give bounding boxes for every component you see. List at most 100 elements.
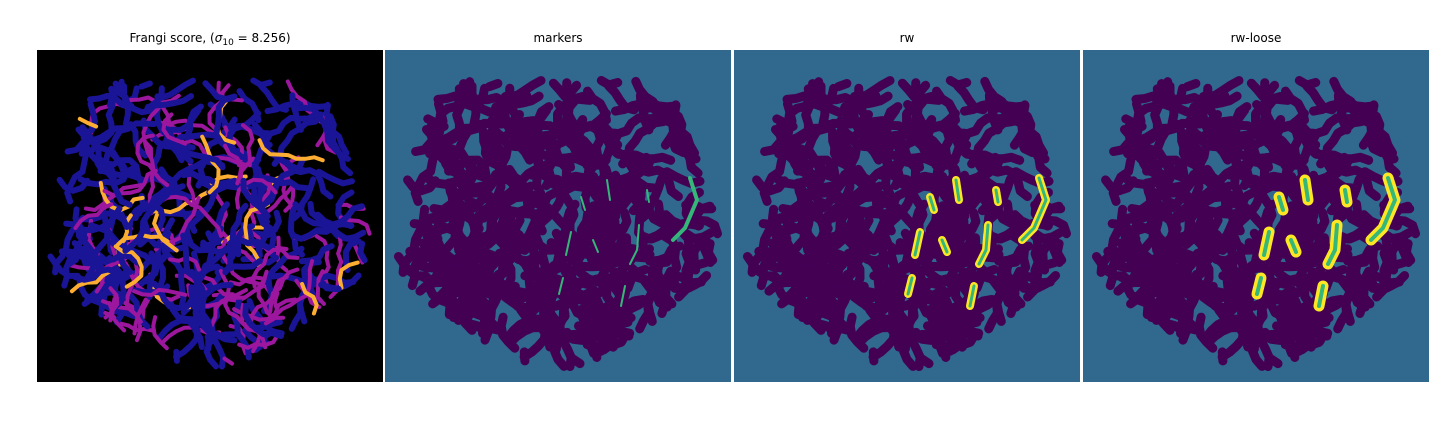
region-stroke xyxy=(596,76,623,90)
region-stroke xyxy=(636,219,704,244)
region-stroke xyxy=(1286,301,1332,341)
panel-title-frangi: Frangi score, (σ10 = 8.256) xyxy=(129,31,291,48)
region-stroke xyxy=(459,79,481,129)
markers-image xyxy=(385,50,731,382)
vessel-stroke xyxy=(234,177,278,210)
vessel-stroke xyxy=(64,140,86,155)
region-stroke xyxy=(1189,91,1242,112)
region-stroke xyxy=(1157,79,1179,129)
region-stroke xyxy=(767,199,813,233)
region-stroke xyxy=(1142,118,1205,176)
rw-loose-label-inner xyxy=(1303,178,1310,202)
region-stroke xyxy=(664,280,692,294)
vessel-stroke xyxy=(288,202,305,258)
vessel-stroke xyxy=(248,274,289,326)
region-stroke xyxy=(1032,258,1060,293)
region-stroke xyxy=(1182,79,1201,92)
region-stroke xyxy=(574,273,618,289)
region-stroke xyxy=(875,231,889,276)
marker-label xyxy=(580,196,586,211)
region-stroke xyxy=(756,233,787,291)
region-stroke xyxy=(1013,280,1041,294)
rw-label-inner xyxy=(954,178,961,202)
panel-title-rw-loose: rw-loose xyxy=(1230,31,1282,45)
region-stroke xyxy=(586,120,605,170)
region-stroke xyxy=(1052,239,1067,265)
rw-loose-image xyxy=(1083,50,1429,382)
region-stroke xyxy=(1121,114,1147,131)
marker-label xyxy=(671,176,699,242)
region-stroke xyxy=(496,312,520,353)
region-stroke xyxy=(937,301,983,341)
region-stroke xyxy=(803,163,832,210)
vessel-stroke xyxy=(209,288,248,328)
vessel-stroke xyxy=(315,168,355,187)
region-stroke xyxy=(582,330,631,353)
region-stroke xyxy=(826,285,887,300)
region-stroke xyxy=(917,354,934,369)
rw-loose-label-inner xyxy=(1369,176,1397,242)
vessel-stroke xyxy=(140,117,196,151)
vessel-stroke xyxy=(132,297,148,336)
vessel-stroke xyxy=(61,235,89,289)
region-stroke xyxy=(984,90,1003,135)
vessel-stroke xyxy=(183,224,225,254)
rw-label-inner xyxy=(928,195,936,212)
region-stroke xyxy=(952,135,1025,165)
vessel-stroke xyxy=(222,356,234,366)
region-stroke xyxy=(530,102,554,142)
vessel-stroke xyxy=(243,202,270,270)
vessel-stroke xyxy=(107,301,115,323)
vessel-stroke xyxy=(127,121,149,159)
marker-label xyxy=(565,231,572,256)
vessel-stroke xyxy=(77,116,99,129)
region-stroke xyxy=(904,285,948,330)
vessel-stroke xyxy=(263,110,320,154)
region-stroke xyxy=(945,76,972,90)
region-stroke xyxy=(1359,266,1375,309)
region-stroke xyxy=(519,325,551,362)
region-stroke xyxy=(1152,163,1181,210)
vessel-stroke xyxy=(203,331,237,370)
vessel-stroke xyxy=(140,189,192,213)
vessel-stroke xyxy=(195,245,238,312)
region-stroke xyxy=(935,120,954,170)
vessel-stroke xyxy=(102,168,158,197)
region-stroke xyxy=(829,131,869,190)
vessel-stroke xyxy=(257,138,325,163)
region-stroke xyxy=(1266,141,1292,188)
region-stroke xyxy=(423,114,449,131)
vessel-stroke xyxy=(200,134,221,195)
region-stroke xyxy=(1343,279,1368,318)
vessel-stroke xyxy=(213,94,236,145)
vessel-stroke xyxy=(327,113,354,177)
region-stroke xyxy=(779,207,809,283)
region-stroke xyxy=(484,79,503,92)
vessel-stroke xyxy=(132,287,188,297)
region-stroke xyxy=(1178,131,1218,190)
vessel-stroke xyxy=(161,112,188,146)
vessel-stroke xyxy=(318,281,342,292)
region-stroke xyxy=(419,265,470,285)
region-stroke xyxy=(879,102,903,142)
region-stroke xyxy=(1266,354,1283,369)
region-stroke xyxy=(1280,330,1329,353)
region-stroke xyxy=(802,298,814,325)
vessel-stroke xyxy=(337,260,360,290)
vessel-stroke xyxy=(290,176,317,222)
vessel-stroke xyxy=(112,80,131,127)
region-stroke xyxy=(1010,266,1026,309)
rw-loose-label-inner xyxy=(1277,195,1285,212)
region-stroke xyxy=(1266,201,1296,277)
region-stroke xyxy=(603,135,676,165)
rw-label-inner xyxy=(940,238,949,254)
region-stroke xyxy=(817,190,869,256)
rw-label-inner xyxy=(994,188,1000,204)
region-stroke xyxy=(568,354,585,369)
region-stroke xyxy=(407,233,438,291)
vessel-stroke xyxy=(298,243,335,265)
region-stroke xyxy=(506,110,538,149)
vessel-stroke xyxy=(47,253,81,279)
rw-label-inner xyxy=(968,284,976,308)
region-stroke xyxy=(1194,312,1218,353)
